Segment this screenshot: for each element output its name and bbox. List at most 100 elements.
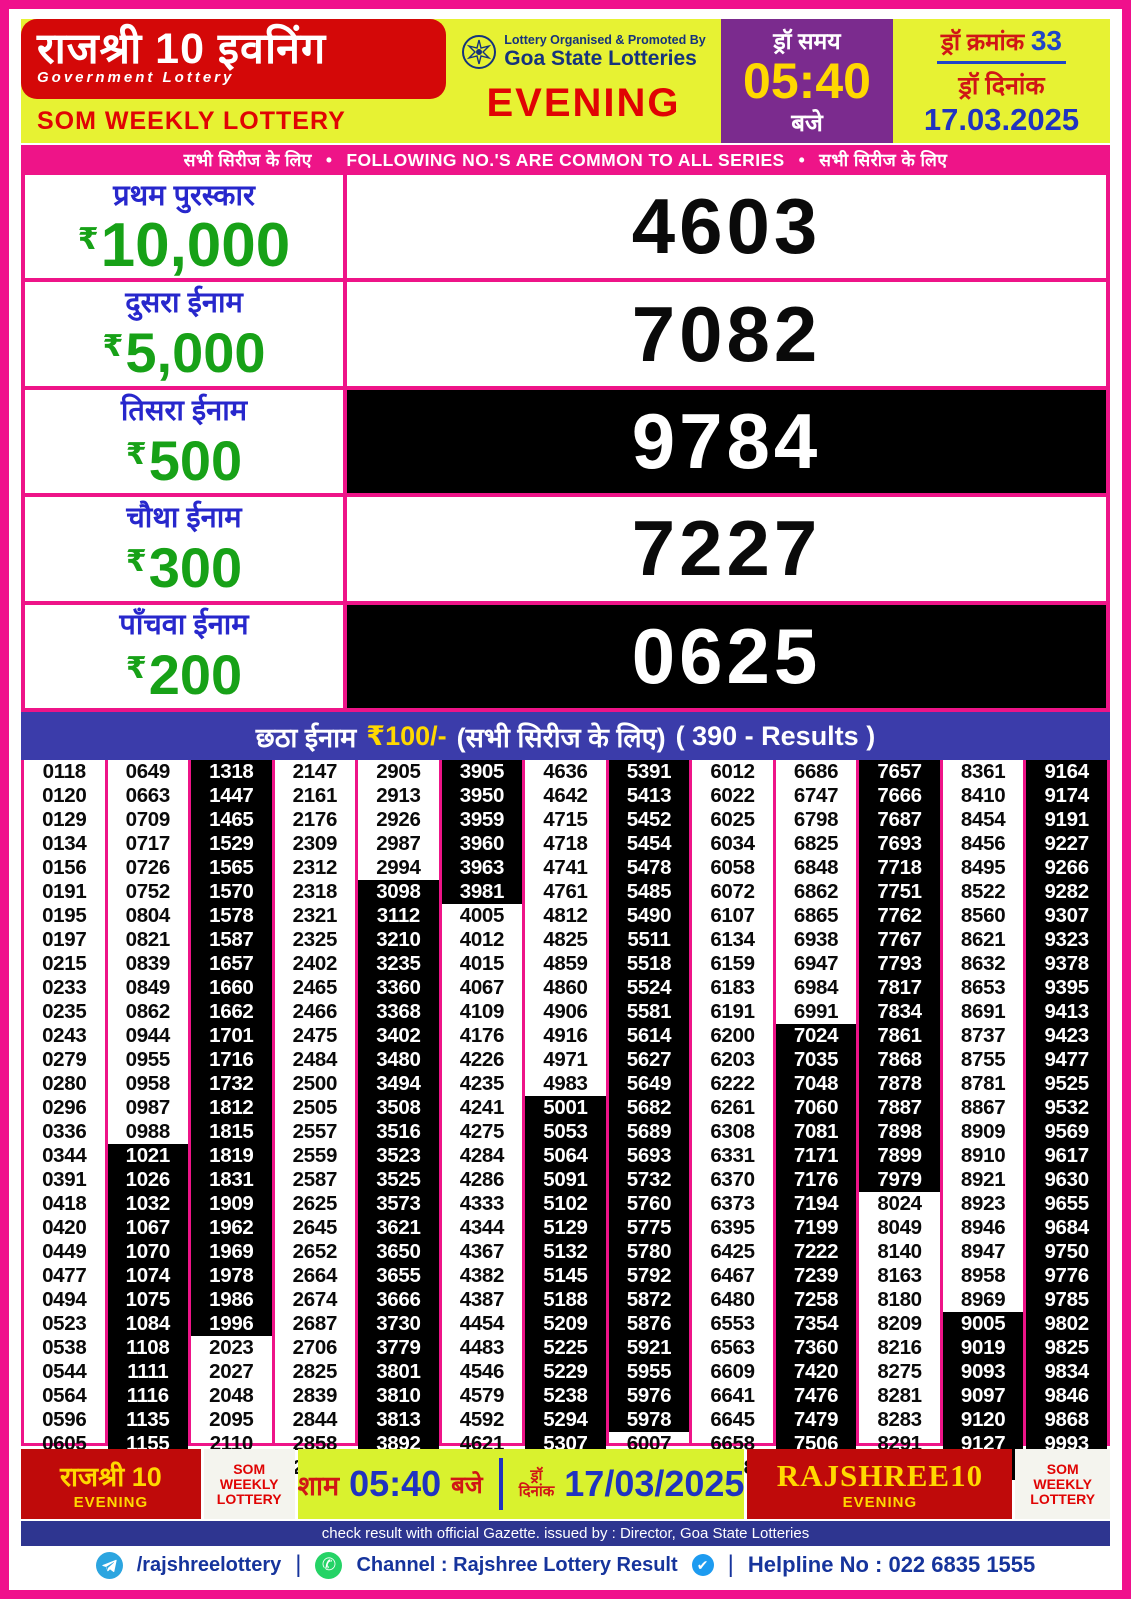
prize-winning-number: 7082: [347, 282, 1106, 386]
sixth-prize-banner: छठा ईनाम ₹100/- (सभी सिरीज के लिए) ( 390…: [21, 712, 1110, 760]
rupee-icon: ₹: [125, 437, 147, 471]
result-number: 7476: [775, 1384, 857, 1408]
result-number: 7687: [859, 808, 940, 832]
draw-time-label: ड्रॉ समय: [773, 27, 841, 54]
result-number: 0156: [42, 856, 87, 879]
result-number: 5132: [525, 1240, 606, 1264]
result-number: 7887: [859, 1096, 940, 1120]
result-number: 5478: [608, 856, 690, 880]
result-number: 9569: [1026, 1120, 1107, 1144]
result-number: 0336: [42, 1120, 87, 1143]
weekly-lottery-label: SOM WEEKLY LOTTERY: [37, 107, 346, 135]
result-number: 9266: [1026, 856, 1107, 880]
result-number: 1986: [191, 1288, 272, 1312]
result-number: 8456: [960, 832, 1006, 855]
result-number: 4546: [459, 1360, 505, 1383]
result-number: 6373: [710, 1192, 755, 1215]
result-number: 9307: [1026, 904, 1107, 928]
result-number: 6686: [793, 760, 839, 783]
result-number: 0494: [42, 1288, 87, 1311]
result-number: 8049: [877, 1216, 922, 1239]
prize-label: चौथा ईनाम: [126, 501, 242, 534]
results-column-10: 6686 6747 6798 6825 6848 6862 6865 6938 6947 6984…: [775, 760, 860, 1480]
result-number: 0564: [42, 1384, 87, 1407]
result-number: 0418: [42, 1192, 87, 1215]
result-number: 2176: [292, 808, 338, 831]
result-number: 0988: [125, 1120, 171, 1143]
footer-brand-left-title: राजश्री 10: [60, 1462, 162, 1492]
result-number: 5485: [608, 880, 690, 904]
result-number: 8024: [877, 1192, 922, 1215]
results-column-2: 0649 0663 0709 0717 0726 0752 0804 0821 0839 0849…: [107, 760, 192, 1480]
result-number: 6480: [710, 1288, 755, 1311]
result-number: 8867: [960, 1096, 1006, 1119]
result-number: 5518: [608, 952, 690, 976]
result-number: 2095: [209, 1408, 254, 1431]
result-number: 2625: [292, 1192, 338, 1215]
result-number: 7176: [775, 1168, 857, 1192]
result-number: 5209: [525, 1312, 606, 1336]
result-number: 2706: [292, 1336, 338, 1359]
footer-time-date: शाम 05:40 बजे ड्रॉ दिनांक 17/03/2025: [297, 1449, 745, 1519]
result-number: 8921: [960, 1168, 1006, 1191]
result-number: 5145: [525, 1264, 606, 1288]
result-number: 1070: [107, 1240, 189, 1264]
result-number: 5955: [608, 1360, 690, 1384]
results-column-11: 7657 7666 7687 7693 7718 7751 7762 7767 7793 7817…: [859, 760, 943, 1479]
result-number: 8691: [960, 1000, 1006, 1023]
result-number: 5413: [608, 784, 690, 808]
result-number: 1565: [191, 856, 272, 880]
result-number: 2913: [376, 784, 421, 807]
result-number: 2926: [376, 808, 421, 831]
result-number: 9019: [942, 1336, 1024, 1360]
footer-draw-date-label: ड्रॉ दिनांक: [518, 1467, 555, 1500]
result-number: 6203: [710, 1048, 755, 1071]
result-number: 9825: [1026, 1336, 1107, 1360]
result-number: 6200: [710, 1024, 755, 1047]
result-number: 1716: [191, 1048, 272, 1072]
footer-draw-date-value: 17/03/2025: [564, 1463, 745, 1504]
goa-state-lotteries-emblem-icon: [462, 35, 497, 69]
footer-time-value: 05:40: [349, 1463, 442, 1504]
result-number: 6022: [710, 784, 755, 807]
prize-label: पाँचवा ईनाम: [119, 609, 249, 642]
result-number: 4012: [459, 928, 505, 951]
result-number: 3666: [358, 1288, 439, 1312]
result-number: 7693: [859, 832, 940, 856]
result-number: 4067: [459, 976, 505, 999]
prize-row-5: पाँचवा ईनाम ₹200 0625: [25, 600, 1106, 709]
results-column-1: 0118 0120 0129 0134 0156 0191 0195 0197 0215 0233…: [24, 760, 108, 1479]
result-number: 6947: [793, 952, 839, 975]
result-number: 4983: [543, 1072, 588, 1095]
result-number: 9093: [942, 1360, 1024, 1384]
result-number: 1587: [191, 928, 272, 952]
result-number: 2825: [292, 1360, 338, 1383]
results-column-3: 1318 1447 1465 1529 1565 1570 1578 1587 1657 1660…: [191, 760, 275, 1479]
result-number: 1075: [107, 1288, 189, 1312]
result-number: 7861: [859, 1024, 940, 1048]
result-number: 7194: [775, 1192, 857, 1216]
result-number: 3963: [441, 856, 523, 880]
result-number: 3494: [358, 1072, 439, 1096]
draw-time-box: ड्रॉ समय 05:40 बजे: [721, 19, 893, 143]
result-number: 4382: [459, 1264, 505, 1287]
result-number: 0215: [42, 952, 87, 975]
result-number: 4005: [459, 904, 505, 927]
page-title: राजश्री 10 इवनिंग: [37, 25, 327, 73]
result-number: 0955: [125, 1048, 171, 1071]
result-number: 9630: [1026, 1168, 1107, 1192]
draw-date-label: ड्रॉ दिनांक: [958, 71, 1045, 100]
result-number: 5760: [608, 1192, 690, 1216]
result-number: 1032: [107, 1192, 189, 1216]
result-number: 3508: [358, 1096, 439, 1120]
result-number: 6991: [793, 1000, 839, 1023]
result-number: 8947: [960, 1240, 1006, 1263]
result-number: 5064: [525, 1144, 606, 1168]
result-number: 6865: [793, 904, 839, 927]
result-number: 3810: [358, 1384, 439, 1408]
result-number: 2994: [376, 856, 421, 879]
result-number: 3621: [358, 1216, 439, 1240]
result-number: 1074: [107, 1264, 189, 1288]
results-grid: 0118 0120 0129 0134 0156 0191 0195 0197 0215 0233…: [21, 760, 1110, 1480]
result-number: 8522: [960, 880, 1006, 903]
